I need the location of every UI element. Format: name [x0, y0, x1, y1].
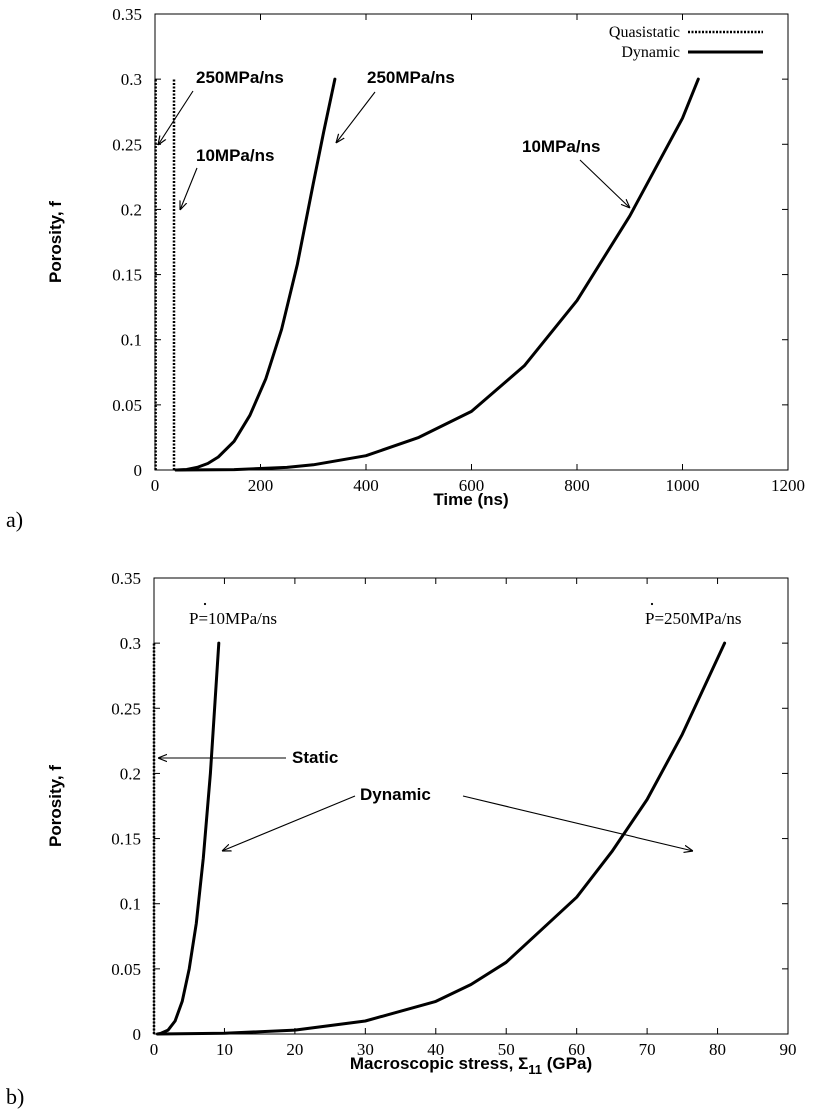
panel-a-ytick-label-6: 0.3 [121, 70, 142, 89]
panel-b-xtick-label-3: 30 [357, 1040, 374, 1059]
annotation-quasistatic-10: 10MPa/ns [196, 146, 274, 165]
panel-b-ytick-label-6: 0.3 [120, 634, 141, 653]
panel-b-xtick-label-9: 90 [780, 1040, 797, 1059]
arrow-dynamic-left [222, 795, 356, 851]
panel-b-series [152, 641, 727, 1036]
panel-a-xtick-label-3: 600 [459, 476, 485, 495]
panel-b-ytick-label-2: 0.1 [120, 895, 141, 914]
panel-a-series-3-dynamic [174, 77, 700, 472]
legend-quasistatic-label: Quasistatic [609, 24, 680, 41]
panel-a-ytick-label-7: 0.35 [112, 5, 142, 24]
panel-b-ytick-label-4: 0.2 [120, 764, 141, 783]
annotation-dynamic: Dynamic [360, 785, 431, 804]
panel-a-annotations: 250MPa/ns 10MPa/ns 250MPa/ns 10MPa/ns [158, 68, 630, 210]
panel-b-xtick-label-5: 50 [498, 1040, 515, 1059]
panel-b-plot-frame [153, 577, 789, 1035]
panel-b-xlabel-unit: (GPa) [542, 1054, 592, 1073]
panel-a-ytick-label-4: 0.2 [121, 200, 142, 219]
panel-a-ytick-label-0: 0 [134, 461, 143, 480]
arrow-quasistatic-250 [158, 90, 194, 145]
panel-a-label: a) [6, 507, 23, 532]
panel-a-ytick-label-2: 0.1 [121, 331, 142, 350]
legend-dynamic-label: Dynamic [621, 44, 680, 61]
panel-b-xtick-label-2: 20 [286, 1040, 303, 1059]
panel-a-ylabel: Porosity, f [46, 201, 65, 283]
panel-a-legend: Quasistatic Dynamic [609, 24, 763, 61]
annotation-static: Static [292, 748, 338, 767]
arrow-dynamic-250 [336, 91, 376, 143]
panel-b-xtick-label-8: 80 [709, 1040, 726, 1059]
panel-a-xtick-label-6: 1200 [771, 476, 805, 495]
label-p-10: P=10MPa/ns [189, 609, 277, 628]
p-dot-10 [203, 602, 207, 606]
panel-b-ylabel: Porosity, f [46, 765, 65, 847]
panel-a-ytick-label-3: 0.15 [112, 266, 142, 285]
annotation-quasistatic-250: 250MPa/ns [196, 68, 284, 87]
panel-b-xtick-label-4: 40 [427, 1040, 444, 1059]
panel-b-label: b) [6, 1084, 24, 1109]
panel-b-ytick-label-0: 0 [133, 1025, 142, 1044]
label-p-250: P=250MPa/ns [645, 609, 742, 628]
panel-a-xtick-label-4: 800 [564, 476, 590, 495]
panel-a-xtick-label-0: 0 [151, 476, 160, 495]
arrow-dynamic-right [462, 795, 693, 851]
panel-b-xtick-label-6: 60 [568, 1040, 585, 1059]
annotation-dynamic-250: 250MPa/ns [367, 68, 455, 87]
arrow-quasistatic-10 [180, 167, 198, 210]
panel-b-series-2-dynamic [156, 641, 727, 1036]
panel-b-ytick-label-1: 0.05 [111, 960, 141, 979]
panel-b-xlabel-main: Macroscopic stress, Σ [350, 1054, 528, 1073]
panel-a-xlabel: Time (ns) [433, 490, 508, 509]
panel-a-series-2-dynamic [174, 77, 337, 472]
panel-b-ytick-label-7: 0.35 [111, 569, 141, 588]
panel-a-ytick-label-1: 0.05 [112, 396, 142, 415]
panel-a-xtick-label-1: 200 [248, 476, 274, 495]
panel-b-annotations: P=10MPa/ns P=250MPa/ns Static Dynamic [158, 602, 742, 851]
panel-b-ytick-label-5: 0.25 [111, 699, 141, 718]
arrow-dynamic-10 [579, 159, 630, 208]
panel-b-axes: 0 10 20 30 40 50 60 70 80 90 0 0.05 0.1 0.15 0.2 0.25 0.… [111, 569, 796, 1059]
annotation-dynamic-10: 10MPa/ns [522, 137, 600, 156]
panel-a-xtick-label-5: 1000 [666, 476, 700, 495]
panel-b-xlabel: Macroscopic stress, Σ11 (GPa) [350, 1054, 592, 1077]
panel-a-series [154, 77, 700, 472]
panel-a-axes: 0 200 400 600 800 1000 1200 0 0.05 0.1 0.15 0.2 0.25… [112, 5, 805, 495]
panel-b-xtick-label-0: 0 [150, 1040, 159, 1059]
panel-b-xlabel-sub: 11 [528, 1062, 542, 1077]
panel-a-xtick-label-2: 400 [353, 476, 379, 495]
panel-b-ytick-label-3: 0.15 [111, 830, 141, 849]
panel-b-series-1-dynamic [156, 641, 221, 1036]
p-dot-250 [650, 602, 654, 606]
panel-b-xtick-label-1: 10 [216, 1040, 233, 1059]
panel-b-xtick-label-7: 70 [639, 1040, 656, 1059]
panel-a-ytick-label-5: 0.25 [112, 135, 142, 154]
